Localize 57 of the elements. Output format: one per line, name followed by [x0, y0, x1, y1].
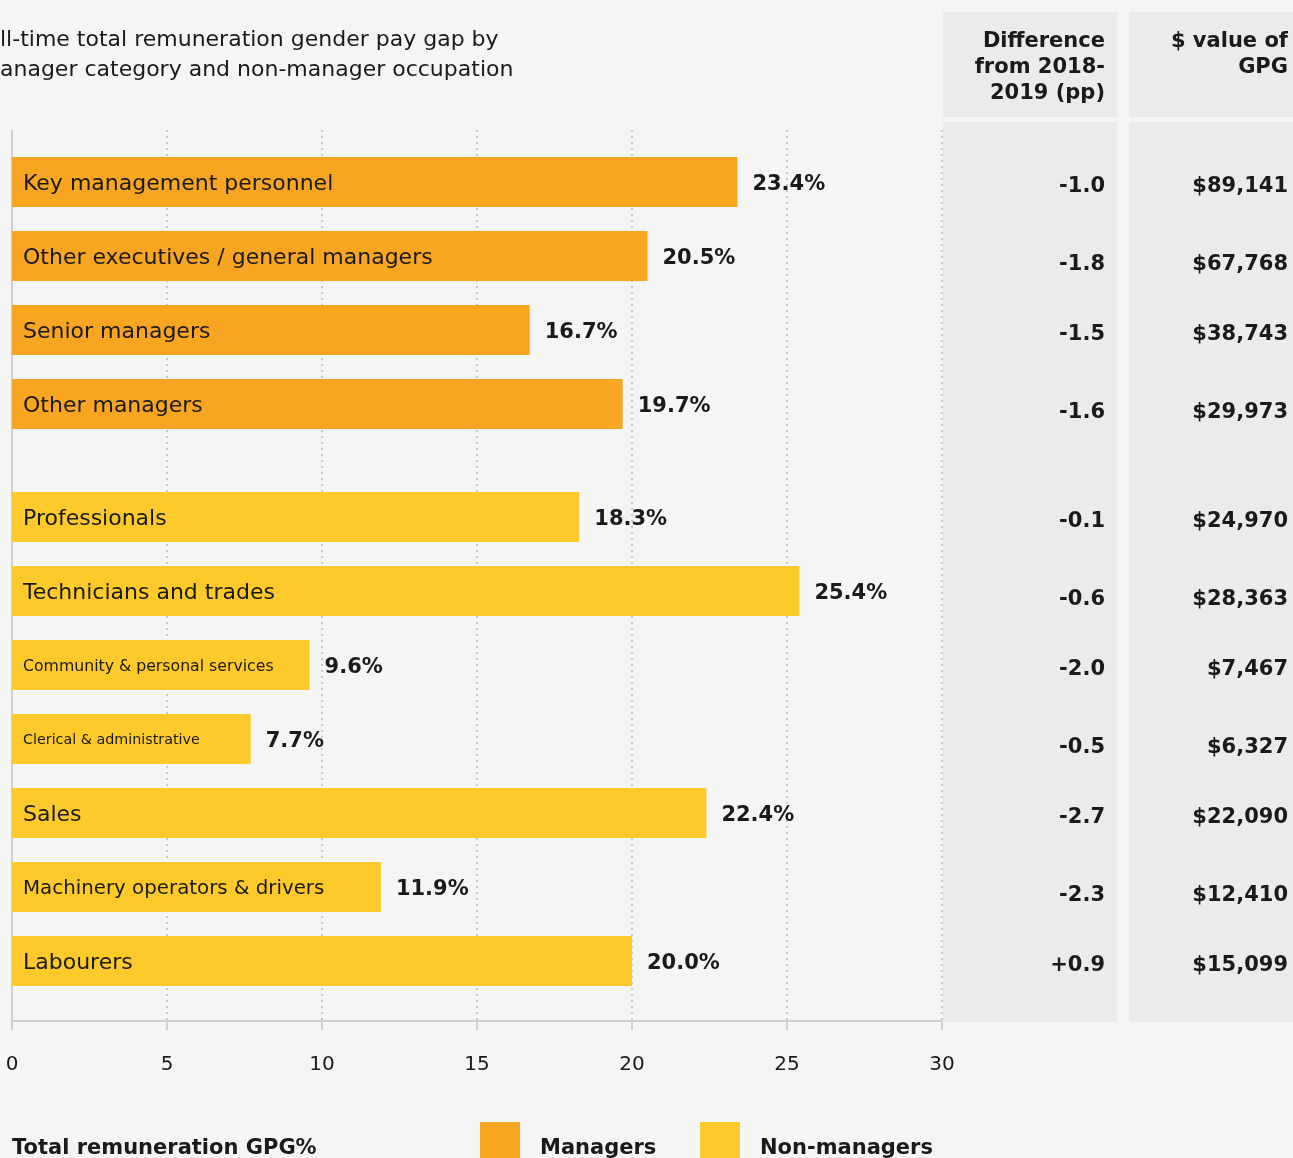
text: -0.1 [1059, 508, 1105, 532]
y-tick-label: Key management personnel [23, 169, 334, 195]
y-tick-label: Machinery operators & drivers [23, 876, 325, 900]
y-tick-label: Technicians and trades [22, 578, 275, 604]
text: $22,090 [1192, 804, 1288, 828]
y-tick-label: Other executives / general managers [23, 243, 433, 269]
x-tick-label: 5 [160, 1051, 174, 1075]
y-tick-label: Labourers [23, 948, 133, 974]
x-tick-label: 20 [619, 1051, 645, 1075]
x-axis-title: Total remuneration GPG% [12, 1135, 317, 1158]
text: $89,141 [1192, 173, 1288, 197]
y-tick-label: Community & personal services [23, 655, 274, 675]
data-label: 22.4% [721, 802, 795, 826]
data-label: 23.4% [752, 171, 826, 195]
text: $38,743 [1192, 321, 1288, 345]
text: $7,467 [1206, 656, 1288, 680]
legend-label: Managers [540, 1135, 657, 1158]
text: $67,768 [1192, 251, 1288, 275]
text: $ value of GPG [1170, 28, 1289, 78]
data-label: 20.0% [647, 950, 720, 974]
text: -2.7 [1059, 804, 1105, 828]
data-label: 18.3% [594, 506, 668, 530]
data-label: 16.7% [544, 319, 618, 343]
legend-label: Non-managers [760, 1135, 933, 1158]
text: +0.9 [1050, 952, 1105, 976]
text: -0.6 [1059, 586, 1105, 610]
data-label: 7.7% [265, 728, 324, 752]
x-tick-label: 15 [464, 1051, 490, 1075]
data-label: 19.7% [637, 393, 711, 417]
y-tick-label: Sales [23, 800, 82, 826]
text: Difference from 2018- 2019 (pp) [974, 28, 1105, 104]
text: $29,973 [1192, 399, 1288, 423]
x-tick-label: 25 [774, 1051, 800, 1075]
text: -1.5 [1059, 321, 1105, 345]
data-label: 25.4% [814, 580, 888, 604]
text: -0.5 [1059, 734, 1105, 758]
text: $12,410 [1192, 882, 1288, 906]
text: $15,099 [1192, 952, 1288, 976]
y-tick-label: Senior managers [23, 317, 211, 343]
chart-title: ll-time total remuneration gender pay gap by anager category and non-manager occupation [0, 26, 514, 81]
data-label: 11.9% [395, 876, 469, 900]
y-tick-label: Clerical & administrative [23, 731, 200, 748]
y-tick-label: Professionals [23, 504, 167, 530]
data-label: 20.5% [662, 245, 736, 269]
text: $28,363 [1192, 586, 1288, 610]
text: -1.0 [1059, 173, 1105, 197]
text: $6,327 [1206, 734, 1288, 758]
y-tick-label: Other managers [23, 391, 203, 417]
x-tick-label: 30 [929, 1051, 955, 1075]
text: -2.3 [1059, 882, 1105, 906]
text: -2.0 [1059, 656, 1105, 680]
x-tick-label: 0 [5, 1051, 19, 1075]
text: -1.8 [1059, 251, 1105, 275]
text: -1.6 [1059, 399, 1105, 423]
x-tick-label: 10 [309, 1051, 335, 1075]
text: $24,970 [1192, 508, 1288, 532]
data-label: 9.6% [324, 654, 383, 678]
